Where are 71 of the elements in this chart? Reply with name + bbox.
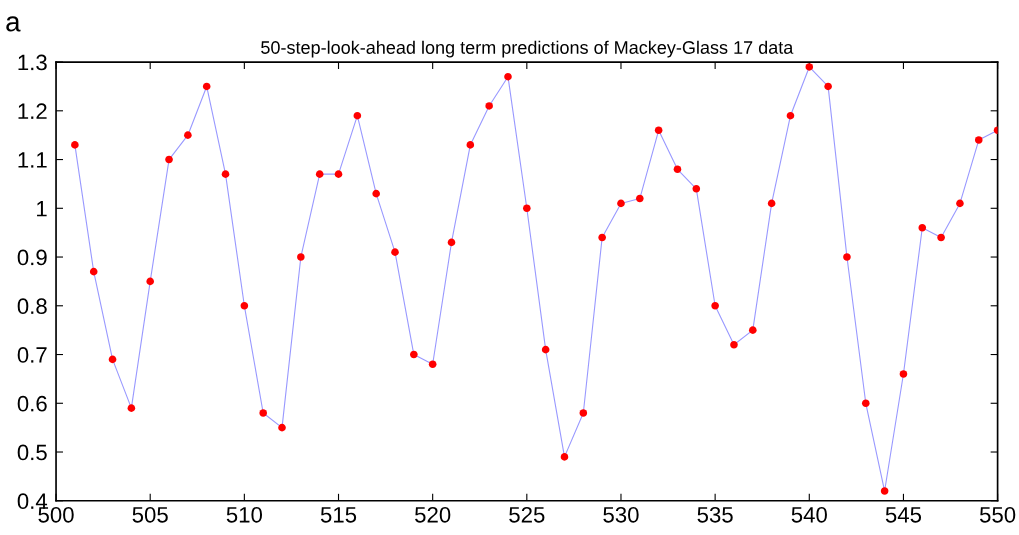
x-tick-label: 540 [791,506,827,523]
point [410,350,418,359]
point [259,409,267,417]
point [466,141,475,149]
point [485,102,493,110]
point [165,155,173,164]
point [824,82,832,91]
point [447,238,456,247]
point [579,409,588,417]
point [127,404,136,412]
point [146,277,154,286]
x-tick-label: 550 [979,506,1016,523]
point [617,199,625,208]
point [937,233,945,242]
y-tick-label: 0.8 [17,298,47,315]
point [353,111,362,120]
point [880,487,889,495]
point [221,170,230,178]
point [278,423,286,432]
point [108,355,117,364]
x-tick-label: 525 [509,506,545,523]
point [89,267,98,276]
point [297,253,305,261]
x-tick-label: 530 [603,506,639,523]
x-tick-label: 520 [415,506,451,523]
y-tick-label: 0.7 [17,347,47,363]
point [899,370,908,378]
point [202,82,211,91]
y-tick-label: 1.1 [18,152,47,168]
point [71,141,79,149]
point [391,248,399,256]
text: a [6,16,21,32]
point [748,326,757,334]
point [184,131,192,139]
x-tick-label: 510 [226,506,263,523]
point [654,126,663,135]
point [805,63,814,71]
point [918,223,927,232]
y-tick-label: 1 [37,201,47,217]
point [956,199,964,208]
point [523,204,531,213]
point [372,189,380,198]
point [767,199,776,208]
point [711,301,719,310]
point [334,170,343,178]
x-tick-label: 505 [132,506,168,523]
y-tick-label: 1.2 [18,103,47,119]
point [786,111,795,120]
point [861,399,870,408]
point [692,184,701,193]
point [974,136,983,144]
x-tick-label: 535 [697,506,733,523]
point [240,301,249,310]
y-tick-label: 1.3 [18,54,47,71]
point [428,360,437,369]
x-tick-label: 545 [885,507,922,523]
x-tick-label: 500 [38,506,74,523]
y-tick-label: 0.6 [17,395,47,412]
x-tick-label: 515 [320,507,357,523]
point [843,253,851,261]
point [541,345,550,354]
y-tick-label: 0.9 [17,249,47,266]
point [673,165,682,174]
point [504,72,512,81]
point [315,170,324,178]
point [636,194,644,203]
point [730,340,738,349]
point [598,233,606,242]
point [560,453,569,461]
y-tick-label: 0.5 [17,444,47,461]
chart-title: 50-step-look-ahead long term predictions of Mackey-Glass 17 data [261,40,794,58]
